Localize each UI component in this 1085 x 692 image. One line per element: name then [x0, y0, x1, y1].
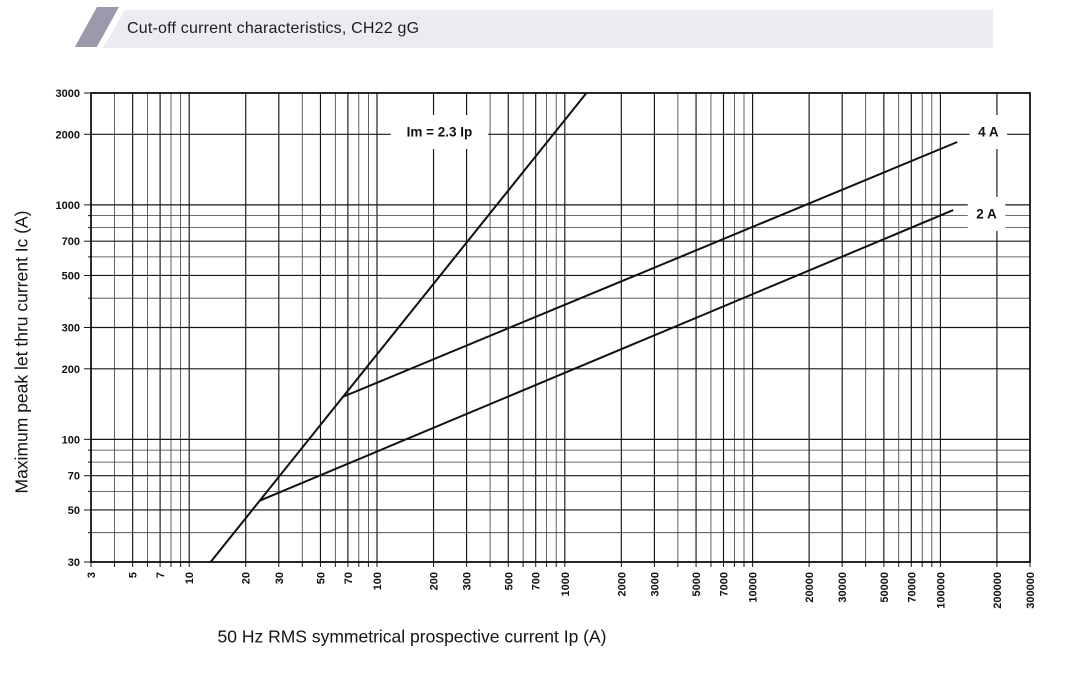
- x-axis-title: 50 Hz RMS symmetrical prospective curren…: [217, 626, 607, 647]
- series-label-background: [390, 115, 489, 150]
- curves: [209, 92, 958, 563]
- x-tick-label: 5: [128, 572, 140, 578]
- series-label-background: [967, 196, 1006, 231]
- series-label-background: [969, 115, 1008, 150]
- y-tick-label: 200: [62, 364, 80, 376]
- series-label: 4 A: [978, 125, 999, 140]
- x-tick-label: 70: [343, 572, 355, 584]
- x-tick-label: 1000: [560, 572, 572, 596]
- x-tick-label: 7: [155, 572, 167, 578]
- x-tick-label: 50000: [879, 572, 891, 603]
- x-tick-label: 10000: [748, 572, 760, 603]
- x-tick-label: 300000: [1025, 572, 1037, 609]
- x-tick-label: 200000: [992, 572, 1004, 609]
- y-tick-label: 3000: [56, 88, 80, 100]
- x-tick-label: 7000: [719, 572, 731, 596]
- y-tick-label: 50: [68, 505, 80, 517]
- y-tick-label: 1000: [56, 200, 80, 212]
- curve-4-a: [342, 141, 958, 398]
- x-tick-label: 100000: [935, 572, 947, 609]
- chart-title: Cut-off current characteristics, CH22 gG: [127, 20, 420, 37]
- x-tick-label: 300: [462, 572, 474, 590]
- chart-header: Cut-off current characteristics, CH22 gG: [103, 10, 993, 48]
- x-tick-label: 200: [429, 572, 441, 590]
- y-tick-label: 100: [62, 434, 80, 446]
- x-tick-label: 10: [184, 572, 196, 584]
- series-label: Im = 2.3 Ip: [407, 125, 473, 140]
- y-tick-label: 700: [62, 236, 80, 248]
- x-tick-label: 2000: [616, 572, 628, 596]
- label-backgrounds: [390, 115, 1008, 231]
- y-tick-label: 2000: [56, 129, 80, 141]
- x-tick-label: 70000: [906, 572, 918, 603]
- x-tick-label: 30: [274, 572, 286, 584]
- x-tick-label: 100: [372, 572, 384, 590]
- series-label: 2 A: [976, 206, 997, 221]
- x-tick-label: 30000: [837, 572, 849, 603]
- x-tick-label: 700: [531, 572, 543, 590]
- plot-border: [90, 92, 1031, 563]
- x-tick-label: 500: [503, 572, 515, 590]
- x-tick-label: 3: [86, 572, 98, 578]
- x-tick-label: 20000: [804, 572, 816, 603]
- y-tick-label: 500: [62, 270, 80, 282]
- y-tick-label: 30: [68, 557, 80, 569]
- x-tick-label: 3000: [649, 572, 661, 596]
- y-tick-label: 70: [68, 471, 80, 483]
- grid-lines: [84, 92, 1031, 567]
- curve-im-2-3-ip: [209, 92, 588, 563]
- x-tick-label: 50: [315, 572, 327, 584]
- y-tick-label: 300: [62, 323, 80, 335]
- curve-2-a: [260, 209, 954, 502]
- x-tick-label: 5000: [691, 572, 703, 596]
- x-tick-label: 20: [241, 572, 253, 584]
